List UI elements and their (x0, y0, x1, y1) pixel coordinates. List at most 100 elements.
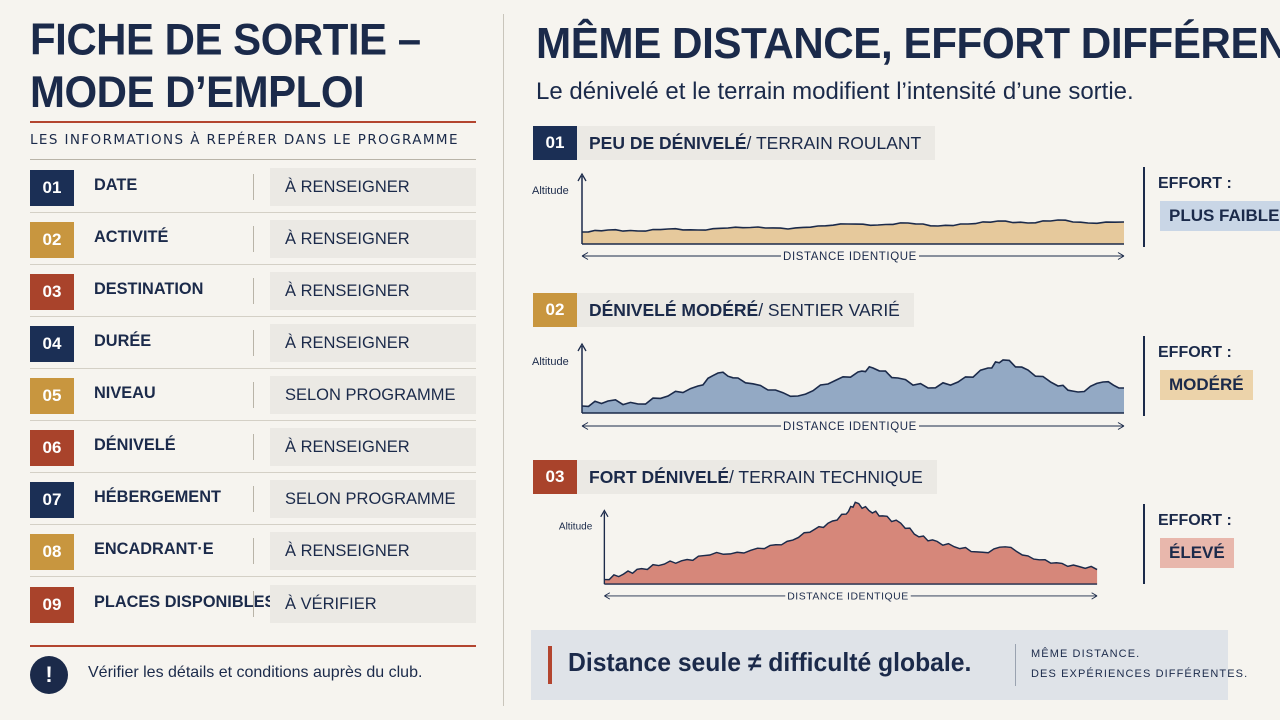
row-label: HÉBERGEMENT (94, 487, 221, 506)
section-label: PEU DE DÉNIVELÉ / TERRAIN ROULANT (577, 126, 936, 160)
info-row-date: 01 DATE À RENSEIGNER (30, 161, 476, 213)
profile-area (582, 360, 1124, 413)
profile-area (604, 502, 1098, 585)
profile-line (604, 501, 1098, 581)
row-number-badge: 06 (30, 430, 74, 466)
banner-accent-bar (548, 646, 552, 684)
elevation-profile-2: Altitude DISTANCE IDENTIQUE (532, 342, 1125, 433)
row-label: ACTIVITÉ (94, 227, 169, 246)
row-divider (253, 226, 254, 252)
section-label: DÉNIVELÉ MODÉRÉ / SENTIER VARIÉ (577, 293, 914, 327)
effort-bar (1143, 167, 1145, 247)
row-number-badge: 01 (30, 170, 74, 206)
effort-block-2: EFFORT : MODÉRÉ (1143, 336, 1273, 416)
section-label-bold: PEU DE DÉNIVELÉ (589, 132, 747, 153)
title-line-1: FICHE DE SORTIE – (30, 14, 421, 64)
effort-label: EFFORT : (1158, 175, 1232, 192)
row-value: À RENSEIGNER (270, 428, 476, 466)
row-divider (253, 434, 254, 460)
row-divider (253, 486, 254, 512)
row-label: DATE (94, 175, 138, 194)
effort-bar (1143, 504, 1145, 584)
row-number-badge: 07 (30, 482, 74, 518)
footer-rule (30, 645, 476, 647)
info-row-denivele: 06 DÉNIVELÉ À RENSEIGNER (30, 421, 476, 473)
page-title-right: MÊME DISTANCE, EFFORT DIFFÉRENT (536, 19, 1280, 68)
effort-label: EFFORT : (1158, 344, 1232, 361)
summary-banner: Distance seule ≠ difficulté globale. MÊM… (531, 630, 1247, 700)
distance-label: DISTANCE IDENTIQUE (783, 421, 917, 433)
panel-divider (503, 14, 504, 706)
row-divider (253, 538, 254, 564)
info-row-activite: 02 ACTIVITÉ À RENSEIGNER (30, 213, 476, 265)
distance-label: DISTANCE IDENTIQUE (787, 592, 909, 603)
distance-label: DISTANCE IDENTIQUE (783, 251, 917, 263)
row-number-badge: 03 (30, 274, 74, 310)
section-number-badge: 03 (533, 460, 577, 494)
row-number-badge: 05 (30, 378, 74, 414)
row-divider (253, 591, 254, 617)
section-label: FORT DÉNIVELÉ / TERRAIN TECHNIQUE (577, 460, 937, 494)
row-value: À RENSEIGNER (270, 272, 476, 310)
row-label: DESTINATION (94, 279, 204, 298)
row-number-badge: 04 (30, 326, 74, 362)
info-row-destination: 03 DESTINATION À RENSEIGNER (30, 265, 476, 317)
effort-badge: PLUS FAIBLE (1160, 201, 1280, 231)
left-subtitle: LES INFORMATIONS À REPÉRER DANS LE PROGR… (30, 132, 459, 148)
info-row-duree: 04 DURÉE À RENSEIGNER (30, 317, 476, 369)
warning-note: Vérifier les détails et conditions auprè… (88, 664, 423, 681)
info-row-encadrant: 08 ENCADRANT·E À RENSEIGNER (30, 525, 476, 577)
row-divider (253, 382, 254, 408)
distance-arrow-right (919, 252, 1125, 260)
section-label-rest: / TERRAIN TECHNIQUE (729, 466, 923, 487)
row-value: À RENSEIGNER (270, 168, 476, 206)
distance-arrow-left (581, 422, 781, 430)
row-value: À RENSEIGNER (270, 532, 476, 570)
row-value: À RENSEIGNER (270, 324, 476, 362)
profile-line (581, 219, 1125, 233)
right-subtitle: Le dénivelé et le terrain modifient l’in… (536, 78, 1134, 105)
effort-badge: ÉLEVÉ (1160, 538, 1234, 568)
elevation-profile-1: Altitude DISTANCE IDENTIQUE (532, 172, 1125, 263)
info-row-niveau: 05 NIVEAU SELON PROGRAMME (30, 369, 476, 421)
y-axis-arrow (577, 172, 587, 182)
y-axis-label: Altitude (532, 185, 569, 197)
row-value: À VÉRIFIER (270, 585, 476, 623)
y-axis-label: Altitude (532, 356, 569, 368)
y-axis-arrow (577, 342, 587, 352)
effort-block-1: EFFORT : PLUS FAIBLE (1143, 167, 1280, 247)
elevation-profile-3: Altitude DISTANCE IDENTIQUE (559, 501, 1098, 603)
effort-bar (1143, 336, 1145, 416)
row-number-badge: 08 (30, 534, 74, 570)
y-axis-arrow (600, 509, 609, 518)
row-value: À RENSEIGNER (270, 220, 476, 258)
row-label: ENCADRANT·E (94, 539, 214, 558)
banner-caption-2: DES EXPÉRIENCES DIFFÉRENTES. (1031, 668, 1249, 680)
row-label: NIVEAU (94, 383, 156, 402)
distance-arrow-left (581, 252, 781, 260)
row-divider (253, 278, 254, 304)
row-label: DÉNIVELÉ (94, 435, 176, 454)
title-line-2: MODE D’EMPLOI (30, 67, 365, 117)
row-label: PLACES DISPONIBLES (94, 592, 276, 611)
profile-line (581, 359, 1124, 408)
section-number-badge: 02 (533, 293, 577, 327)
banner-caption-1: MÊME DISTANCE. (1031, 648, 1141, 660)
distance-arrow-right (910, 592, 1098, 600)
row-label: DURÉE (94, 331, 152, 350)
row-value: SELON PROGRAMME (270, 480, 476, 518)
section-number-badge: 01 (533, 126, 577, 160)
banner-headline: Distance seule ≠ difficulté globale. (568, 647, 972, 677)
subtitle-rule (30, 159, 476, 160)
row-value: SELON PROGRAMME (270, 376, 476, 414)
title-rule (30, 121, 476, 123)
section-label-bold: DÉNIVELÉ MODÉRÉ (589, 299, 759, 320)
info-row-hebergement: 07 HÉBERGEMENT SELON PROGRAMME (30, 473, 476, 525)
section-label-bold: FORT DÉNIVELÉ (589, 466, 730, 487)
distance-arrow-left (604, 592, 786, 600)
profile-area (582, 220, 1124, 244)
info-row-places: 09 PLACES DISPONIBLES À VÉRIFIER (30, 578, 476, 630)
section-label-rest: / SENTIER VARIÉ (758, 299, 900, 320)
exclamation-icon: ! (30, 656, 68, 694)
row-number-badge: 02 (30, 222, 74, 258)
